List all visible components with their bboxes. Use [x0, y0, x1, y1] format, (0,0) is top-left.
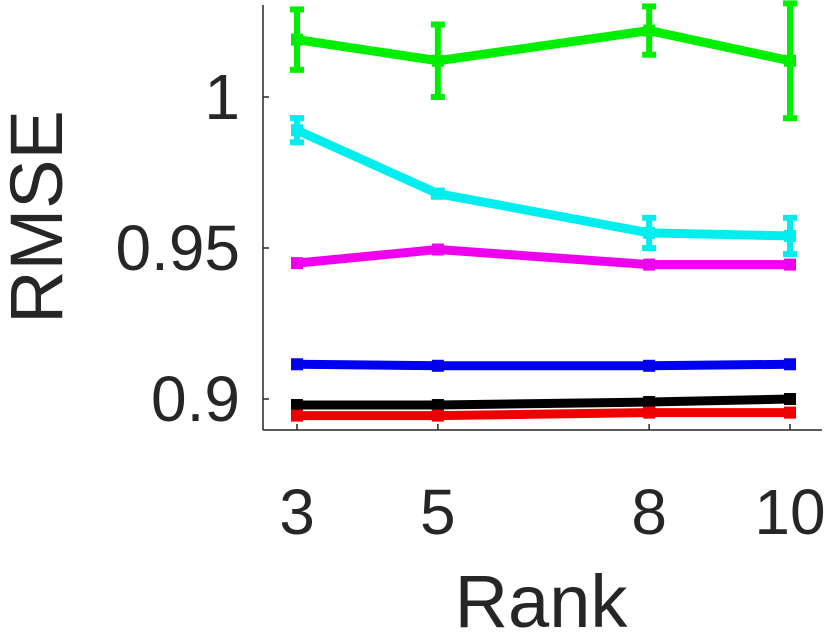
data-point [431, 243, 444, 256]
data-point [431, 359, 444, 372]
data-point [784, 393, 796, 405]
series-2 [290, 115, 797, 258]
data-point [291, 124, 303, 137]
series-5 [291, 393, 796, 412]
series-line [296, 359, 791, 371]
y-tick-label: 1 [204, 61, 240, 133]
series-3 [291, 243, 796, 271]
data-point [291, 358, 303, 371]
ticks-layer: 0.9 0.95 1 3 5 8 10 [115, 61, 825, 548]
data-point [784, 258, 796, 271]
x-tick-label: 8 [631, 476, 667, 548]
series-6 [291, 406, 796, 422]
data-point [431, 399, 444, 412]
data-point [291, 257, 303, 270]
data-point [784, 358, 796, 371]
x-tick-label: 10 [754, 476, 825, 548]
series-1 [290, 0, 797, 122]
data-point [291, 33, 303, 46]
series-4 [291, 358, 796, 372]
data-point [431, 409, 444, 422]
data-point [784, 229, 796, 242]
data-point [643, 396, 656, 409]
data-point [643, 406, 656, 419]
x-axis-label: Rank [455, 560, 629, 637]
data-point [431, 54, 444, 67]
data-point [431, 187, 444, 200]
data-point [643, 226, 656, 239]
data-point [291, 409, 303, 422]
data-point [643, 258, 656, 271]
series-layer [290, 0, 797, 422]
y-tick-label: 0.95 [115, 212, 240, 284]
series-line [297, 408, 790, 421]
series-line [296, 245, 790, 270]
series-line [295, 126, 791, 241]
data-point [291, 399, 303, 412]
series-line [296, 26, 791, 66]
data-point [643, 24, 656, 37]
y-tick-label: 0.9 [151, 363, 240, 435]
data-point [784, 54, 796, 67]
y-axis-label: RMSE [0, 110, 78, 324]
data-point [643, 359, 656, 372]
data-point [784, 406, 796, 419]
axes [262, 5, 822, 431]
series-line [297, 394, 791, 410]
x-tick-label: 3 [279, 476, 315, 548]
x-tick-label: 5 [420, 476, 456, 548]
